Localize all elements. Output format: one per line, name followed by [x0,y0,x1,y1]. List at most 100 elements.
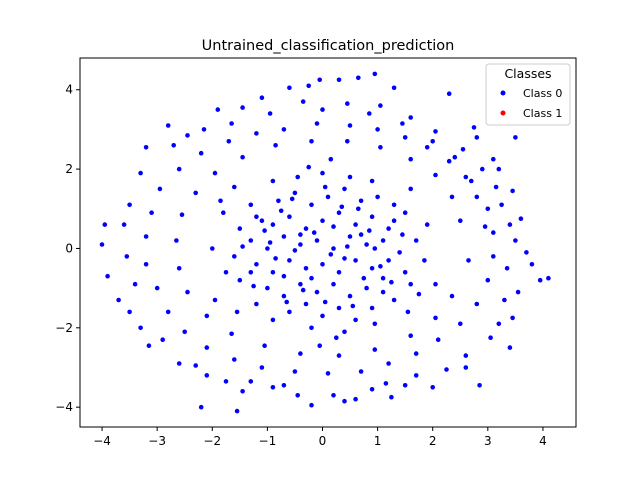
data-point-class-0 [325,194,331,200]
data-point-class-0 [449,293,455,299]
data-point-class-0 [295,393,301,398]
data-point-class-0 [485,277,491,283]
legend-title: Classes [504,66,551,81]
data-point-class-0 [336,77,342,83]
data-point-class-0 [510,188,515,194]
data-point-class-0 [491,254,496,259]
data-point-class-0 [298,281,303,287]
plot-frame [79,57,577,428]
x-tick-label: −2 [203,434,221,448]
data-point-class-0 [477,383,482,388]
data-point-class-0 [204,313,210,319]
legend-marker-class-1 [500,110,506,116]
data-point-class-0 [331,224,336,229]
data-point-class-0 [105,273,110,279]
data-point-class-0 [383,381,389,386]
data-point-class-0 [515,289,521,295]
data-point-class-0 [347,123,353,128]
data-point-class-0 [496,321,502,327]
data-point-class-0 [372,246,378,251]
data-point-class-0 [185,289,190,295]
data-point-class-0 [287,85,292,91]
data-point-class-0 [518,216,524,221]
data-point-class-0 [356,75,361,81]
data-point-class-0 [226,139,232,144]
data-point-class-0 [322,299,328,305]
data-point-class-0 [345,244,350,249]
data-point-class-0 [502,297,507,303]
data-point-class-0 [358,232,364,237]
data-point-class-0 [254,262,259,267]
data-point-class-0 [400,232,405,237]
data-point-class-0 [513,135,518,140]
data-point-class-0 [380,238,386,243]
data-point-class-0 [138,170,143,176]
data-point-class-0 [165,309,171,315]
data-point-class-0 [223,379,229,384]
data-point-class-0 [309,275,314,281]
data-point-class-0 [229,121,234,126]
data-point-class-0 [345,139,350,144]
data-point-class-0 [480,166,485,172]
data-point-class-0 [342,329,347,335]
data-point-class-0 [402,383,408,388]
data-point-class-0 [391,85,397,91]
data-point-class-0 [262,343,267,349]
data-point-class-0 [132,281,138,287]
data-point-class-0 [292,248,298,253]
data-point-class-0 [198,404,204,410]
data-point-class-0 [369,387,375,392]
data-point-class-0 [265,246,270,251]
data-point-class-0 [298,232,303,237]
data-point-class-0 [463,365,469,370]
data-point-class-0 [372,321,378,327]
data-point-class-0 [143,234,149,239]
data-point-class-0 [389,394,394,400]
data-point-class-0 [386,361,391,366]
data-point-class-0 [240,389,245,394]
data-point-class-0 [270,270,276,275]
data-point-class-0 [378,103,383,108]
data-point-class-0 [240,154,245,160]
legend-label-class-1: Class 1 [523,107,562,120]
data-point-class-0 [303,301,309,307]
data-point-class-0 [378,264,383,269]
data-point-class-0 [259,95,265,100]
data-point-class-0 [367,228,372,233]
data-point-class-0 [165,123,171,128]
data-point-class-0 [369,178,375,184]
data-point-class-0 [212,297,218,303]
chart-title: Untrained_classification_prediction [202,38,455,54]
data-point-class-0 [375,127,380,132]
data-point-class-0 [416,291,422,297]
data-point-class-0 [265,285,270,291]
data-point-class-0 [507,222,513,227]
data-point-class-0 [408,186,414,192]
data-point-class-0 [400,121,405,126]
data-point-class-0 [364,242,369,247]
data-point-class-0 [160,337,165,343]
data-point-class-0 [303,226,309,231]
data-point-class-0 [298,351,303,356]
data-point-class-0 [353,222,358,227]
data-point-class-0 [127,309,132,315]
data-point-class-0 [347,234,353,239]
data-point-class-0 [405,309,411,315]
y-tick-label: 0 [65,241,73,255]
data-point-class-0 [402,135,408,140]
data-point-class-0 [408,115,414,120]
data-point-class-0 [320,313,325,319]
data-point-class-0 [328,156,334,162]
data-point-class-0 [232,254,237,259]
data-point-class-0 [342,398,347,404]
data-point-class-0 [185,133,190,138]
data-point-class-0 [320,262,325,267]
data-point-class-0 [452,154,458,160]
data-point-class-0 [491,230,496,235]
data-point-class-0 [353,258,358,263]
data-point-class-0 [353,317,358,323]
data-point-class-0 [300,287,306,293]
y-axis: −4 −2 0 2 4 [55,83,80,414]
data-point-class-0 [270,178,276,184]
data-point-class-0 [474,301,480,307]
